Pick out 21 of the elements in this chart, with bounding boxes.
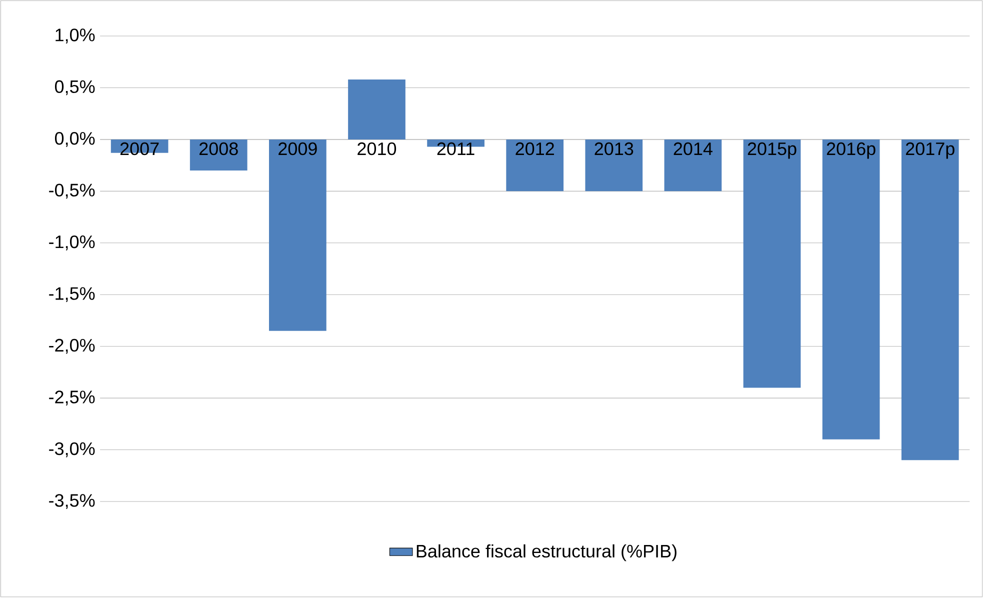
- x-tick-label: 2013: [594, 142, 634, 156]
- y-tick-label: -3,5%: [49, 494, 95, 510]
- y-tick-label: -3,0%: [49, 442, 95, 458]
- y-tick-label: -1,0%: [49, 236, 95, 251]
- x-tick-label: 2007: [120, 142, 159, 156]
- x-tick-label: 2015p: [748, 142, 796, 159]
- x-tick-label: 2017p: [906, 142, 954, 159]
- y-tick-label: 0,5%: [54, 80, 95, 96]
- y-tick-label: -0,5%: [49, 184, 95, 199]
- x-tick-label: 2008: [199, 142, 238, 156]
- x-tick-label: 2010: [358, 142, 396, 156]
- x-tick-label: 2016p: [826, 142, 876, 159]
- y-tick-label: 0,0%: [54, 132, 95, 148]
- y-tick-label: -2,5%: [49, 390, 95, 406]
- x-tick-label: 2014: [674, 142, 712, 156]
- y-tick-label: -1,5%: [49, 287, 95, 302]
- y-tick-label: -2,0%: [49, 339, 95, 354]
- legend-label: Balance fiscal estructural (%PIB): [416, 544, 676, 562]
- x-tick-label: 2012: [516, 142, 554, 156]
- x-tick-label: 2009: [278, 142, 317, 156]
- y-tick-label: 1,0%: [56, 28, 95, 44]
